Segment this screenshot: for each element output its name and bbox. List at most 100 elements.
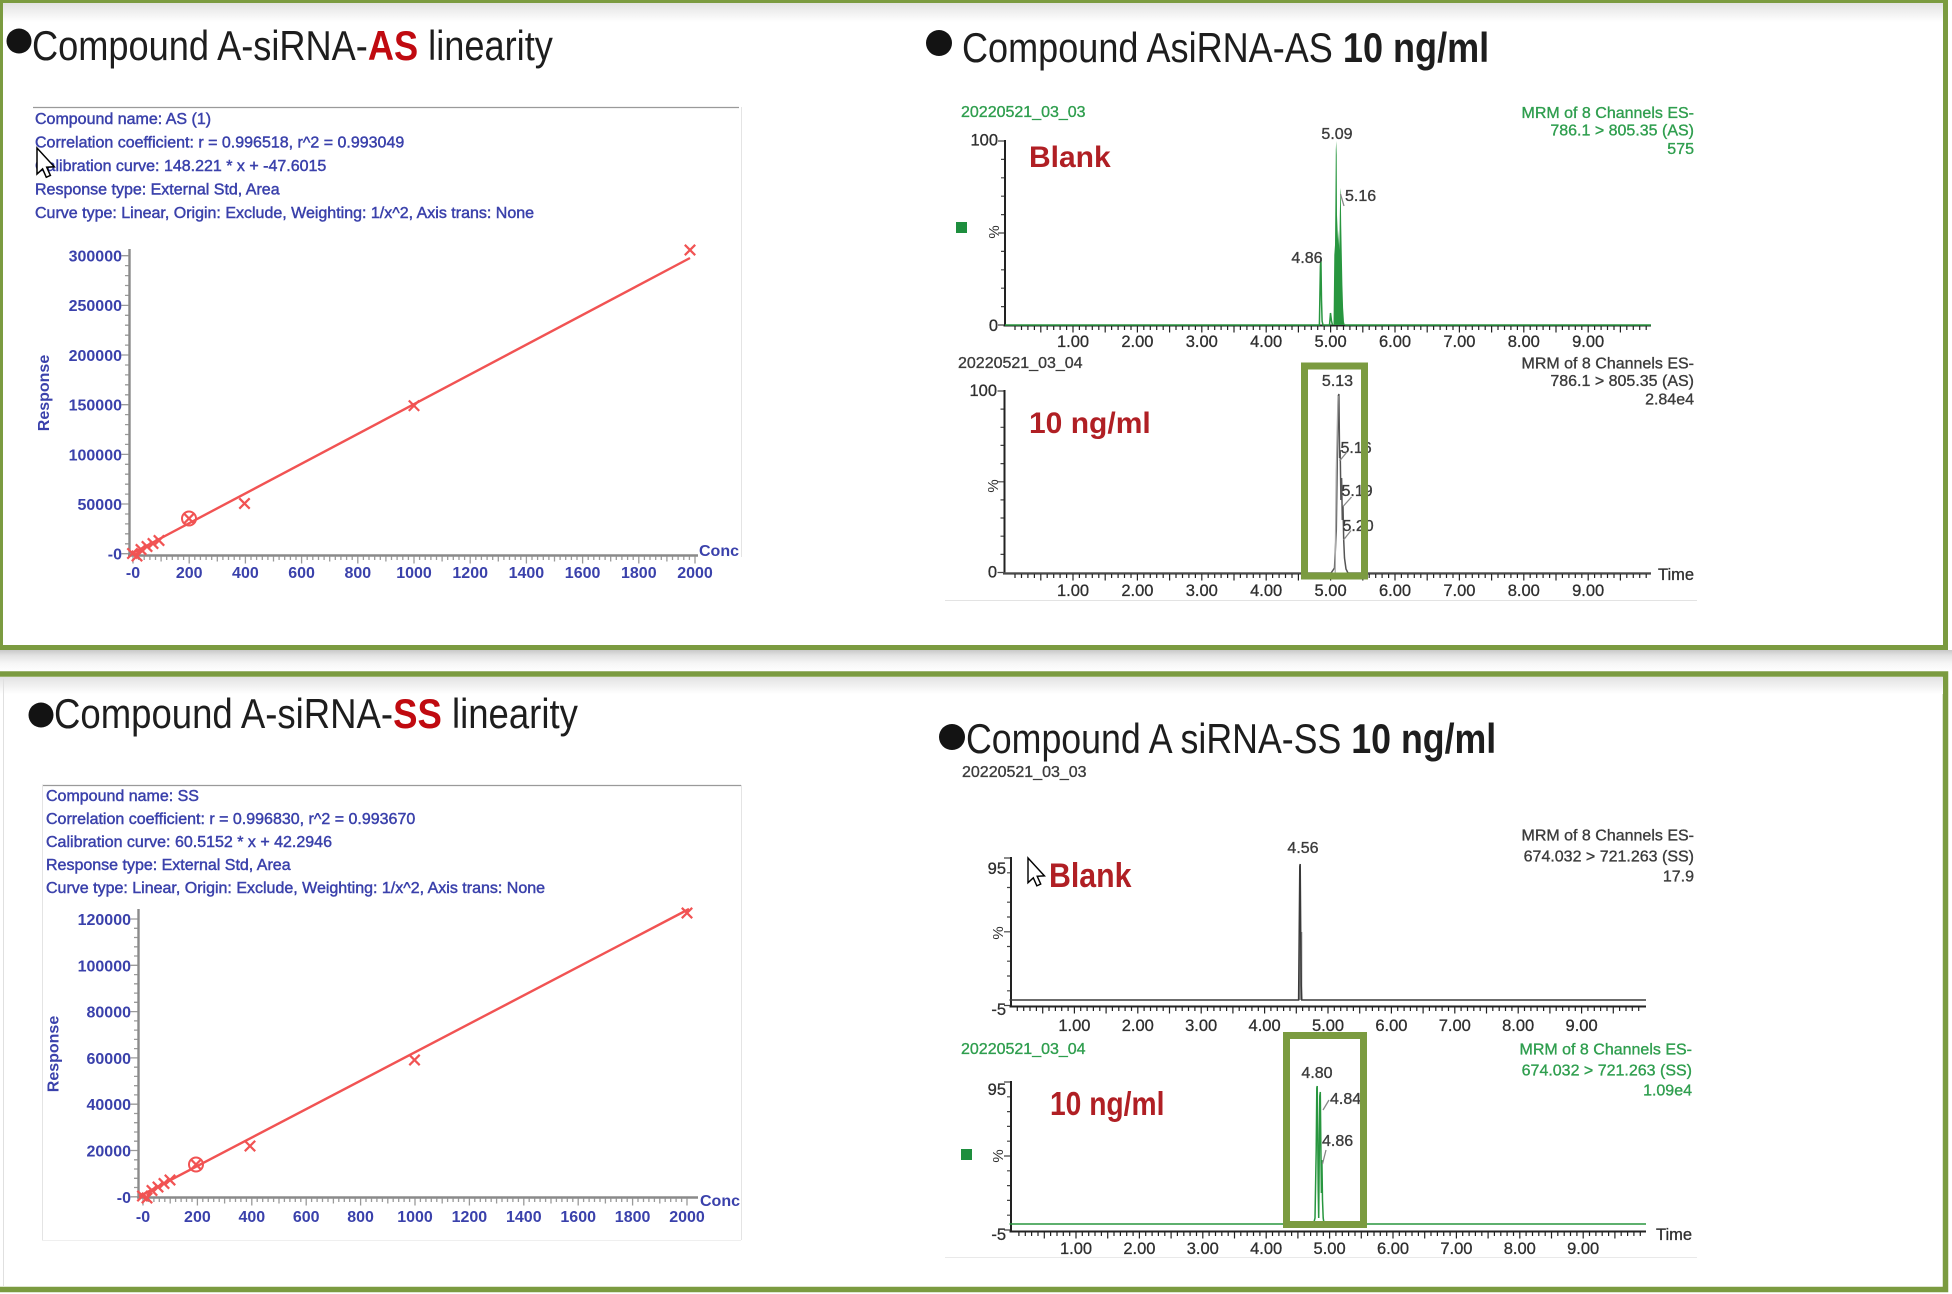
svg-text:0: 0 xyxy=(989,317,998,335)
svg-text:674.032 > 721.263 (SS): 674.032 > 721.263 (SS) xyxy=(1524,849,1694,866)
svg-text:1000: 1000 xyxy=(396,565,432,582)
svg-text:9.00: 9.00 xyxy=(1572,333,1604,351)
svg-text:6.00: 6.00 xyxy=(1379,333,1411,351)
svg-text:3.00: 3.00 xyxy=(1186,333,1218,351)
svg-text:8.00: 8.00 xyxy=(1508,582,1540,600)
svg-text:%: % xyxy=(990,926,1007,939)
svg-text:Response type: External Std, A: Response type: External Std, Area xyxy=(35,181,280,198)
svg-text:674.032 > 721.263 (SS): 674.032 > 721.263 (SS) xyxy=(1522,1063,1692,1080)
svg-text:MRM of 8 Channels ES-: MRM of 8 Channels ES- xyxy=(1521,828,1694,845)
svg-text:%: % xyxy=(985,479,1002,492)
svg-text:-0: -0 xyxy=(136,1209,150,1226)
svg-text:150000: 150000 xyxy=(69,398,122,415)
svg-text:Blank: Blank xyxy=(1049,856,1132,894)
svg-text:10 ng/ml: 10 ng/ml xyxy=(1029,407,1151,440)
svg-text:Time: Time xyxy=(1656,1226,1692,1244)
svg-text:MRM of 8 Channels ES-: MRM of 8 Channels ES- xyxy=(1521,356,1694,373)
svg-text:17.9: 17.9 xyxy=(1663,869,1694,886)
svg-text:4.00: 4.00 xyxy=(1250,582,1282,600)
svg-text:2.00: 2.00 xyxy=(1123,1240,1155,1258)
svg-text:7.00: 7.00 xyxy=(1440,1240,1472,1258)
svg-text:3.00: 3.00 xyxy=(1187,1240,1219,1258)
svg-text:1.00: 1.00 xyxy=(1057,333,1089,351)
svg-text:95: 95 xyxy=(988,860,1006,878)
svg-text:1.00: 1.00 xyxy=(1058,1017,1090,1035)
svg-text:20220521_03_03: 20220521_03_03 xyxy=(961,104,1086,121)
svg-text:3.00: 3.00 xyxy=(1186,582,1218,600)
svg-text:Compound A-siRNA-SS linearity: Compound A-siRNA-SS linearity xyxy=(54,691,578,738)
svg-text:8.00: 8.00 xyxy=(1502,1017,1534,1035)
svg-text:9.00: 9.00 xyxy=(1566,1017,1598,1035)
svg-text:-0: -0 xyxy=(126,565,140,582)
svg-text:80000: 80000 xyxy=(87,1005,132,1022)
svg-text:20220521_03_04: 20220521_03_04 xyxy=(961,1041,1086,1058)
svg-text:1200: 1200 xyxy=(452,565,488,582)
svg-text:5.00: 5.00 xyxy=(1314,1240,1346,1258)
svg-text:Response: Response xyxy=(46,1016,63,1093)
svg-text:2.84e4: 2.84e4 xyxy=(1645,392,1694,409)
svg-text:Compound AsiRNA-AS 10 ng/ml: Compound AsiRNA-AS 10 ng/ml xyxy=(962,26,1489,72)
svg-text:5.00: 5.00 xyxy=(1312,1017,1344,1035)
svg-text:1800: 1800 xyxy=(621,565,657,582)
svg-text:20220521_03_04: 20220521_03_04 xyxy=(958,355,1083,372)
svg-text:Compound name: AS (1): Compound name: AS (1) xyxy=(35,111,211,128)
svg-text:95: 95 xyxy=(988,1081,1006,1099)
svg-text:4.84: 4.84 xyxy=(1330,1091,1361,1108)
svg-text:8.00: 8.00 xyxy=(1504,1240,1536,1258)
svg-text:7.00: 7.00 xyxy=(1443,333,1475,351)
svg-text:1400: 1400 xyxy=(509,565,545,582)
svg-text:786.1 > 805.35 (AS): 786.1 > 805.35 (AS) xyxy=(1550,123,1694,140)
svg-text:7.00: 7.00 xyxy=(1439,1017,1471,1035)
svg-text:60000: 60000 xyxy=(87,1051,132,1068)
svg-text:400: 400 xyxy=(232,565,259,582)
svg-text:MRM of 8 Channels ES-: MRM of 8 Channels ES- xyxy=(1521,105,1694,122)
svg-text:6.00: 6.00 xyxy=(1379,582,1411,600)
svg-text:200: 200 xyxy=(184,1209,211,1226)
svg-text:600: 600 xyxy=(288,565,315,582)
svg-text:1.00: 1.00 xyxy=(1060,1240,1092,1258)
svg-text:Calibration curve: 148.221 * x: Calibration curve: 148.221 * x + -47.601… xyxy=(35,158,326,175)
svg-text:5.16: 5.16 xyxy=(1345,188,1376,205)
svg-text:4.00: 4.00 xyxy=(1249,1017,1281,1035)
svg-text:Conc: Conc xyxy=(699,543,739,560)
svg-text:300000: 300000 xyxy=(69,249,122,266)
svg-text:40000: 40000 xyxy=(87,1097,132,1114)
svg-text:10 ng/ml: 10 ng/ml xyxy=(1050,1085,1164,1123)
svg-text:5.20: 5.20 xyxy=(1343,518,1374,535)
svg-text:Curve type: Linear, Origin: Ex: Curve type: Linear, Origin: Exclude, Wei… xyxy=(35,205,534,222)
svg-text:5.00: 5.00 xyxy=(1315,333,1347,351)
svg-text:0: 0 xyxy=(988,564,997,582)
svg-text:1400: 1400 xyxy=(506,1209,542,1226)
svg-text:100: 100 xyxy=(969,382,997,400)
svg-text:4.86: 4.86 xyxy=(1291,250,1322,267)
svg-text:4.00: 4.00 xyxy=(1250,333,1282,351)
svg-text:50000: 50000 xyxy=(78,497,123,514)
svg-text:-5: -5 xyxy=(991,1226,1006,1244)
svg-text:5.00: 5.00 xyxy=(1315,582,1347,600)
svg-text:100000: 100000 xyxy=(78,958,131,975)
svg-text:9.00: 9.00 xyxy=(1572,582,1604,600)
svg-text:1.00: 1.00 xyxy=(1057,582,1089,600)
svg-text:1600: 1600 xyxy=(560,1209,596,1226)
svg-text:Blank: Blank xyxy=(1029,141,1111,174)
svg-text:9.00: 9.00 xyxy=(1567,1240,1599,1258)
svg-text:Response: Response xyxy=(36,355,53,432)
svg-text:-5: -5 xyxy=(991,1001,1006,1019)
svg-text:2000: 2000 xyxy=(677,565,713,582)
svg-text:120000: 120000 xyxy=(78,912,131,929)
svg-text:1.09e4: 1.09e4 xyxy=(1643,1083,1692,1100)
svg-text:%: % xyxy=(990,1149,1007,1162)
svg-text:2000: 2000 xyxy=(669,1209,705,1226)
svg-text:Time: Time xyxy=(1658,566,1694,584)
svg-text:600: 600 xyxy=(293,1209,320,1226)
svg-text:786.1 > 805.35 (AS): 786.1 > 805.35 (AS) xyxy=(1550,373,1694,390)
svg-text:100: 100 xyxy=(970,132,998,150)
svg-text:20220521_03_03: 20220521_03_03 xyxy=(962,764,1087,781)
svg-text:400: 400 xyxy=(238,1209,265,1226)
svg-text:4.00: 4.00 xyxy=(1250,1240,1282,1258)
svg-text:Compound A-siRNA-AS linearity: Compound A-siRNA-AS linearity xyxy=(32,24,553,70)
svg-text:800: 800 xyxy=(344,565,371,582)
svg-text:%: % xyxy=(986,225,1003,238)
svg-text:200000: 200000 xyxy=(69,348,122,365)
svg-text:1200: 1200 xyxy=(452,1209,488,1226)
